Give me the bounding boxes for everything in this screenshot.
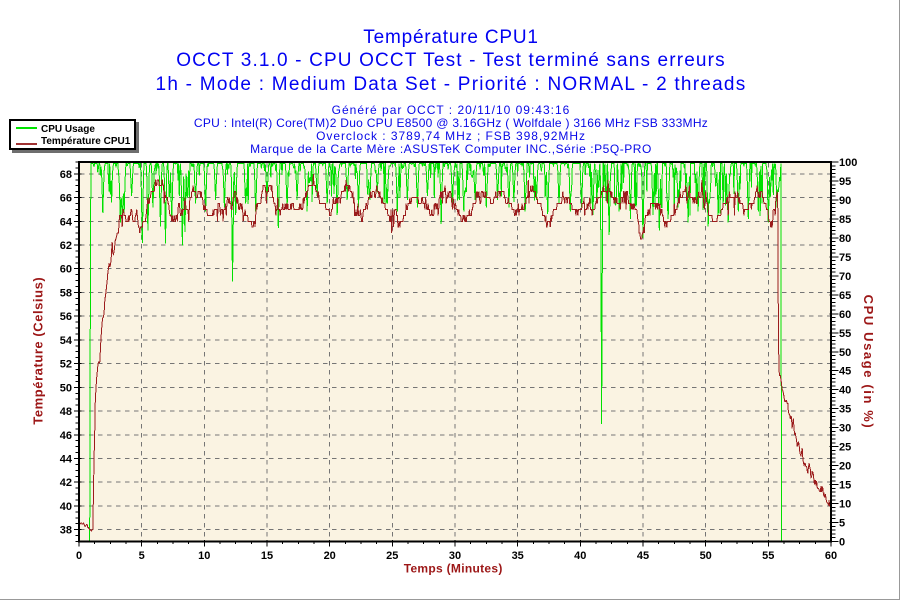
svg-text:50: 50	[700, 550, 712, 562]
svg-text:62: 62	[60, 240, 72, 252]
svg-text:100: 100	[839, 157, 857, 169]
svg-text:50: 50	[60, 382, 72, 394]
svg-text:90: 90	[839, 195, 851, 207]
svg-text:48: 48	[60, 406, 72, 418]
svg-text:20: 20	[324, 550, 336, 562]
svg-text:10: 10	[198, 550, 210, 562]
svg-text:0: 0	[839, 537, 845, 549]
svg-text:10: 10	[839, 499, 851, 511]
svg-text:75: 75	[839, 252, 851, 264]
svg-text:Temps (Minutes): Temps (Minutes)	[404, 562, 503, 576]
svg-text:42: 42	[60, 477, 72, 489]
svg-text:25: 25	[839, 442, 851, 454]
svg-text:55: 55	[839, 328, 851, 340]
svg-text:55: 55	[762, 550, 774, 562]
svg-text:40: 40	[574, 550, 586, 562]
svg-text:70: 70	[839, 271, 851, 283]
svg-text:Température (Celsius): Température (Celsius)	[31, 277, 46, 425]
svg-text:35: 35	[839, 404, 851, 416]
svg-text:CPU Usage (in %): CPU Usage (in %)	[861, 295, 876, 430]
svg-text:60: 60	[60, 264, 72, 276]
svg-text:60: 60	[839, 309, 851, 321]
svg-text:85: 85	[839, 214, 851, 226]
svg-text:58: 58	[60, 288, 72, 300]
svg-text:45: 45	[839, 366, 851, 378]
svg-text:50: 50	[839, 347, 851, 359]
svg-text:20: 20	[839, 461, 851, 473]
svg-text:5: 5	[839, 518, 845, 530]
svg-text:15: 15	[261, 550, 273, 562]
svg-text:56: 56	[60, 311, 72, 323]
svg-text:54: 54	[60, 335, 73, 347]
svg-text:0: 0	[76, 550, 82, 562]
svg-text:40: 40	[839, 385, 851, 397]
svg-text:5: 5	[139, 550, 145, 562]
svg-text:64: 64	[60, 216, 73, 228]
svg-text:35: 35	[512, 550, 524, 562]
svg-text:40: 40	[60, 501, 72, 513]
svg-text:95: 95	[839, 176, 851, 188]
svg-text:25: 25	[386, 550, 398, 562]
svg-text:65: 65	[839, 290, 851, 302]
svg-text:46: 46	[60, 430, 72, 442]
svg-text:44: 44	[60, 454, 73, 466]
svg-text:66: 66	[60, 193, 72, 205]
svg-text:80: 80	[839, 233, 851, 245]
svg-text:68: 68	[60, 169, 72, 181]
svg-text:30: 30	[449, 550, 461, 562]
svg-text:45: 45	[637, 550, 649, 562]
svg-text:38: 38	[60, 525, 72, 537]
svg-text:30: 30	[839, 423, 851, 435]
svg-text:15: 15	[839, 480, 851, 492]
svg-text:52: 52	[60, 359, 72, 371]
svg-text:60: 60	[825, 550, 837, 562]
